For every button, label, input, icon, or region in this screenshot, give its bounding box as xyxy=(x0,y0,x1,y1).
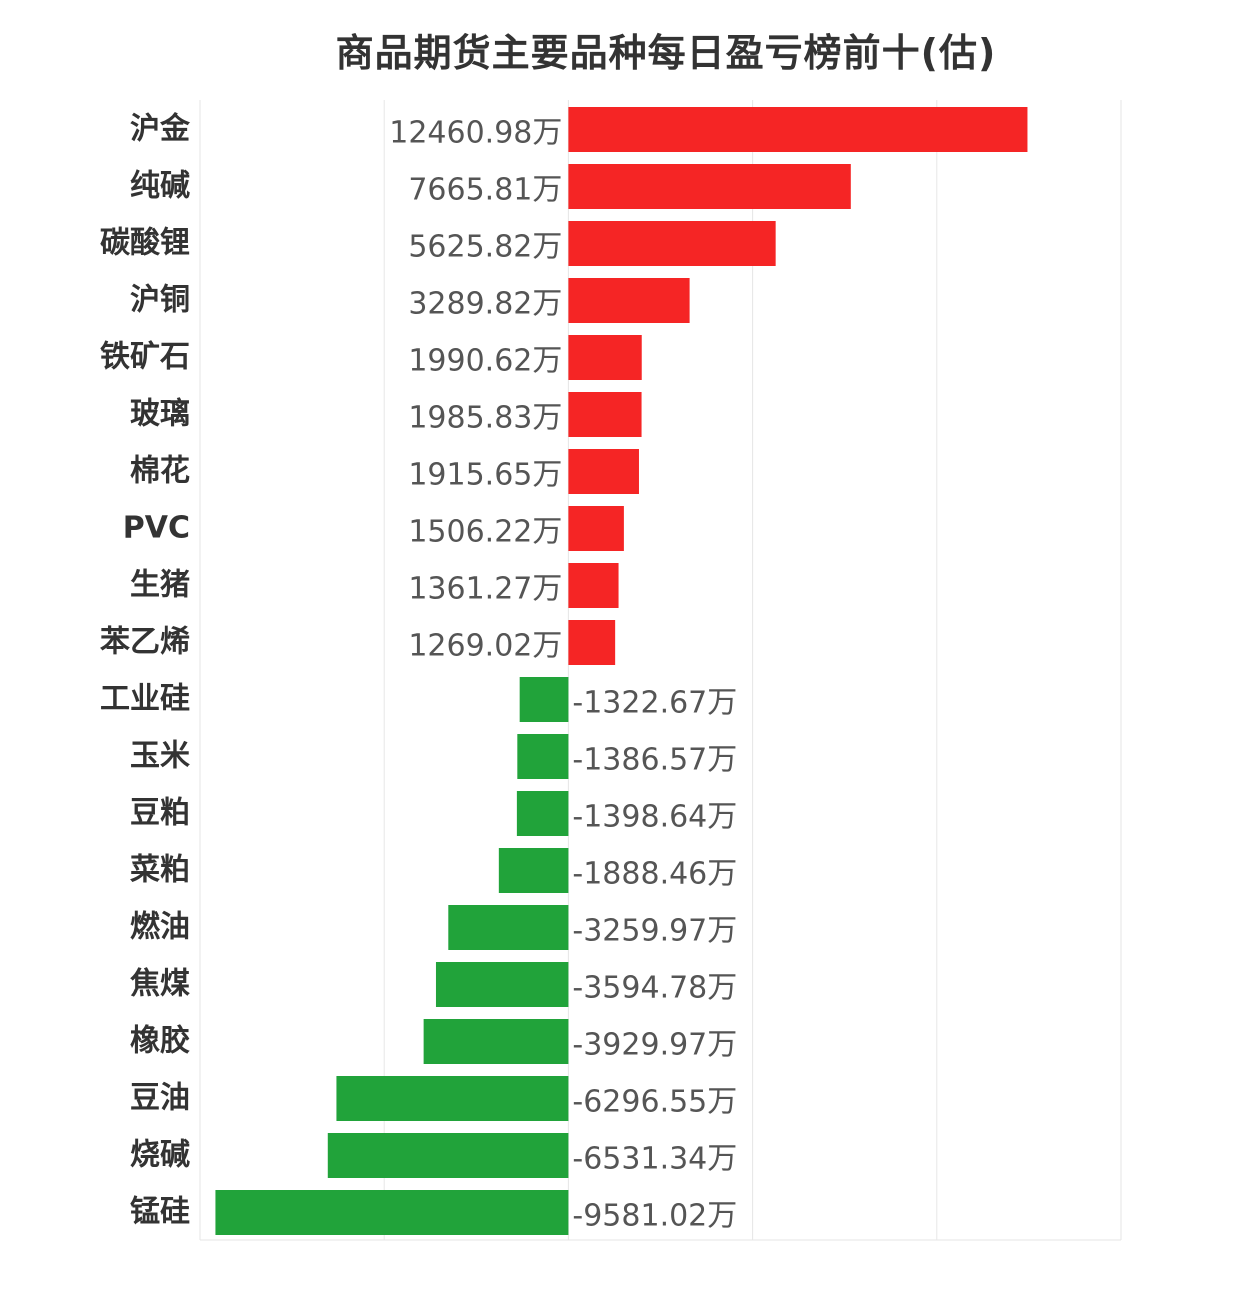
data-label: -1888.46万 xyxy=(572,857,737,892)
data-label: -3929.97万 xyxy=(572,1028,737,1063)
bar xyxy=(498,848,569,893)
bar xyxy=(568,563,619,608)
bar xyxy=(568,392,642,437)
data-label: -1386.57万 xyxy=(572,743,737,778)
data-label: -3259.97万 xyxy=(572,914,737,949)
category-label: 沪金 xyxy=(130,112,191,147)
bar xyxy=(423,1019,569,1064)
bar xyxy=(519,677,569,722)
data-label: 1985.83万 xyxy=(408,401,562,436)
data-label: 12460.98万 xyxy=(389,116,562,151)
data-label: 7665.81万 xyxy=(408,173,562,208)
category-label: 沪铜 xyxy=(130,283,190,318)
chart-title: 商品期货主要品种每日盈亏榜前十(估) xyxy=(335,31,997,75)
data-label: -3594.78万 xyxy=(572,971,737,1006)
category-label: 玉米 xyxy=(130,739,190,774)
category-label: PVC xyxy=(123,511,190,546)
bar xyxy=(517,734,569,779)
bar xyxy=(568,620,616,665)
category-label: 碳酸锂 xyxy=(100,226,190,261)
data-label: 3289.82万 xyxy=(408,287,562,322)
category-label: 锰硅 xyxy=(130,1195,190,1230)
data-label: -1322.67万 xyxy=(572,686,737,721)
grid-lines xyxy=(199,100,1122,1241)
data-label: -9581.02万 xyxy=(572,1199,737,1234)
category-label: 铁矿石 xyxy=(100,340,190,375)
bar xyxy=(568,221,776,266)
bar xyxy=(568,107,1028,152)
bar xyxy=(568,506,624,551)
data-label: 1269.02万 xyxy=(408,629,562,664)
category-label: 烧碱 xyxy=(130,1138,190,1173)
bar xyxy=(568,335,642,380)
data-label: 1915.65万 xyxy=(408,458,562,493)
data-label: -1398.64万 xyxy=(572,800,737,835)
bars xyxy=(215,107,1028,1235)
bar xyxy=(516,791,569,836)
bar xyxy=(568,278,690,323)
data-label: 1990.62万 xyxy=(408,344,562,379)
bar xyxy=(327,1133,569,1178)
bar xyxy=(336,1076,569,1121)
category-label: 玻璃 xyxy=(130,397,190,432)
data-label: -6296.55万 xyxy=(572,1085,737,1120)
category-label: 工业硅 xyxy=(100,682,190,717)
data-label: 1361.27万 xyxy=(408,572,562,607)
category-label: 棉花 xyxy=(130,454,190,489)
category-label: 焦煤 xyxy=(130,967,190,1002)
bar xyxy=(568,164,851,209)
category-label: 豆油 xyxy=(130,1081,190,1116)
data-label: -6531.34万 xyxy=(572,1142,737,1177)
data-label: 5625.82万 xyxy=(408,230,562,265)
category-label: 菜粕 xyxy=(130,853,190,888)
category-label: 生猪 xyxy=(130,568,190,603)
category-label: 燃油 xyxy=(130,910,190,945)
category-label: 豆粕 xyxy=(130,796,190,831)
category-label: 纯碱 xyxy=(130,169,190,204)
data-label: 1506.22万 xyxy=(408,515,562,550)
bar xyxy=(435,962,569,1007)
bar xyxy=(215,1190,569,1235)
category-label: 橡胶 xyxy=(130,1024,190,1059)
category-label: 苯乙烯 xyxy=(100,625,190,660)
bar xyxy=(448,905,569,950)
bar xyxy=(568,449,639,494)
